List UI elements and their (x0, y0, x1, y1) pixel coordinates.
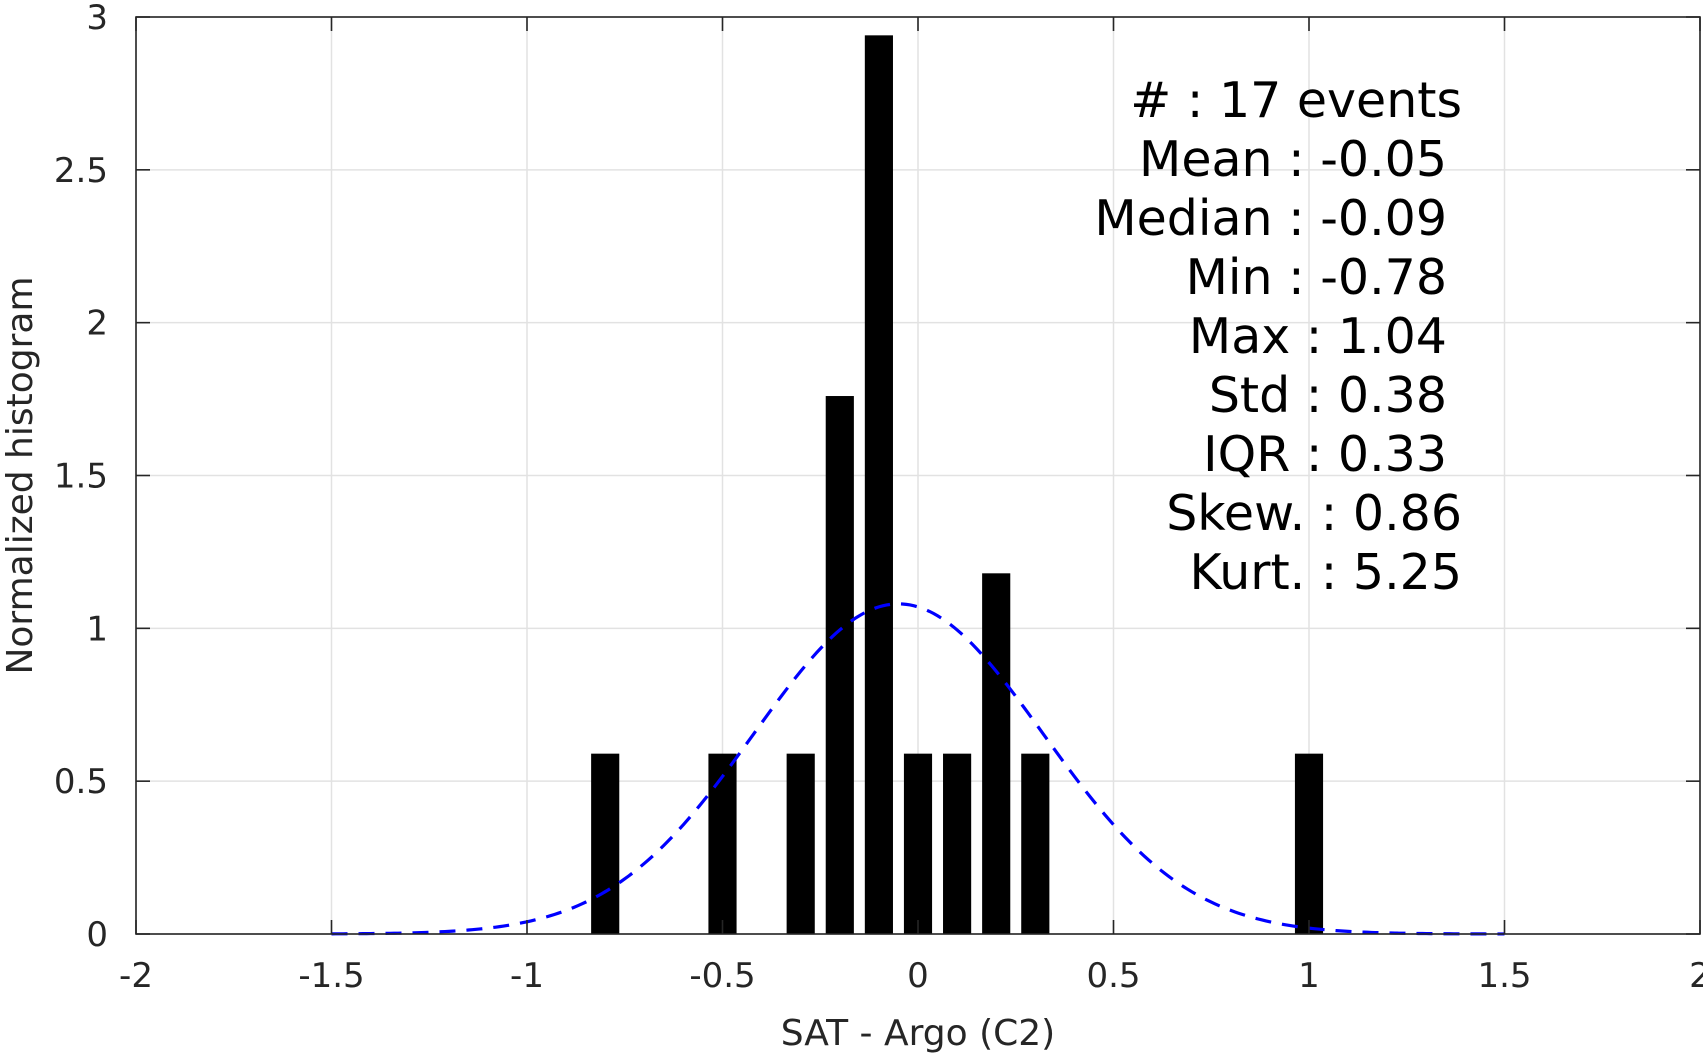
stat-line: Skew. : 0.86 (1166, 485, 1462, 542)
y-tick-label: 2 (86, 304, 108, 344)
x-tick-label: -0.5 (689, 956, 755, 996)
stat-line: Std : 0.38 (1209, 367, 1447, 424)
histogram-bar (982, 573, 1011, 934)
histogram-bar (591, 753, 620, 934)
stat-line: Min : -0.78 (1186, 249, 1447, 306)
x-tick-label: 1.5 (1477, 956, 1531, 996)
y-axis-ticks: 0 0.5 1 1.5 2 2.5 3 (54, 0, 1700, 955)
histogram-bar (943, 753, 972, 934)
x-tick-label: -1 (510, 956, 544, 996)
y-tick-label: 0 (86, 915, 108, 955)
histogram-bar (903, 753, 933, 934)
x-tick-label: -2 (119, 956, 153, 996)
y-tick-label: 1 (86, 609, 108, 649)
histogram-bar (864, 35, 893, 934)
stat-line: Median : -0.09 (1094, 190, 1447, 247)
stat-line: Kurt. : 5.25 (1190, 544, 1462, 601)
histogram-bar (708, 753, 737, 934)
histogram-bar (786, 753, 815, 934)
y-axis-label: Normalized histogram (0, 276, 41, 674)
x-tick-label: 1 (1298, 956, 1320, 996)
x-tick-label: 2 (1689, 956, 1703, 996)
histogram-bars (591, 35, 1324, 934)
y-tick-label: 0.5 (54, 762, 108, 802)
x-axis-label: SAT - Argo (C2) (781, 1013, 1055, 1054)
x-tick-label: 0.5 (1086, 956, 1140, 996)
x-tick-label: 0 (907, 956, 929, 996)
histogram-bar (1294, 753, 1324, 934)
stat-line: # : 17 events (1130, 72, 1462, 129)
stat-line: Max : 1.04 (1189, 308, 1447, 365)
histogram-bar (825, 396, 854, 934)
x-tick-label: -1.5 (298, 956, 364, 996)
y-tick-label: 3 (86, 0, 108, 38)
y-tick-label: 1.5 (54, 457, 108, 497)
x-axis-ticks: -2 -1.5 -1 -0.5 0 0.5 1 1.5 2 (119, 17, 1703, 996)
stat-line: Mean : -0.05 (1139, 131, 1447, 188)
histogram-bar (1021, 753, 1050, 934)
stat-line: IQR : 0.33 (1203, 426, 1447, 483)
y-tick-label: 2.5 (54, 151, 108, 191)
